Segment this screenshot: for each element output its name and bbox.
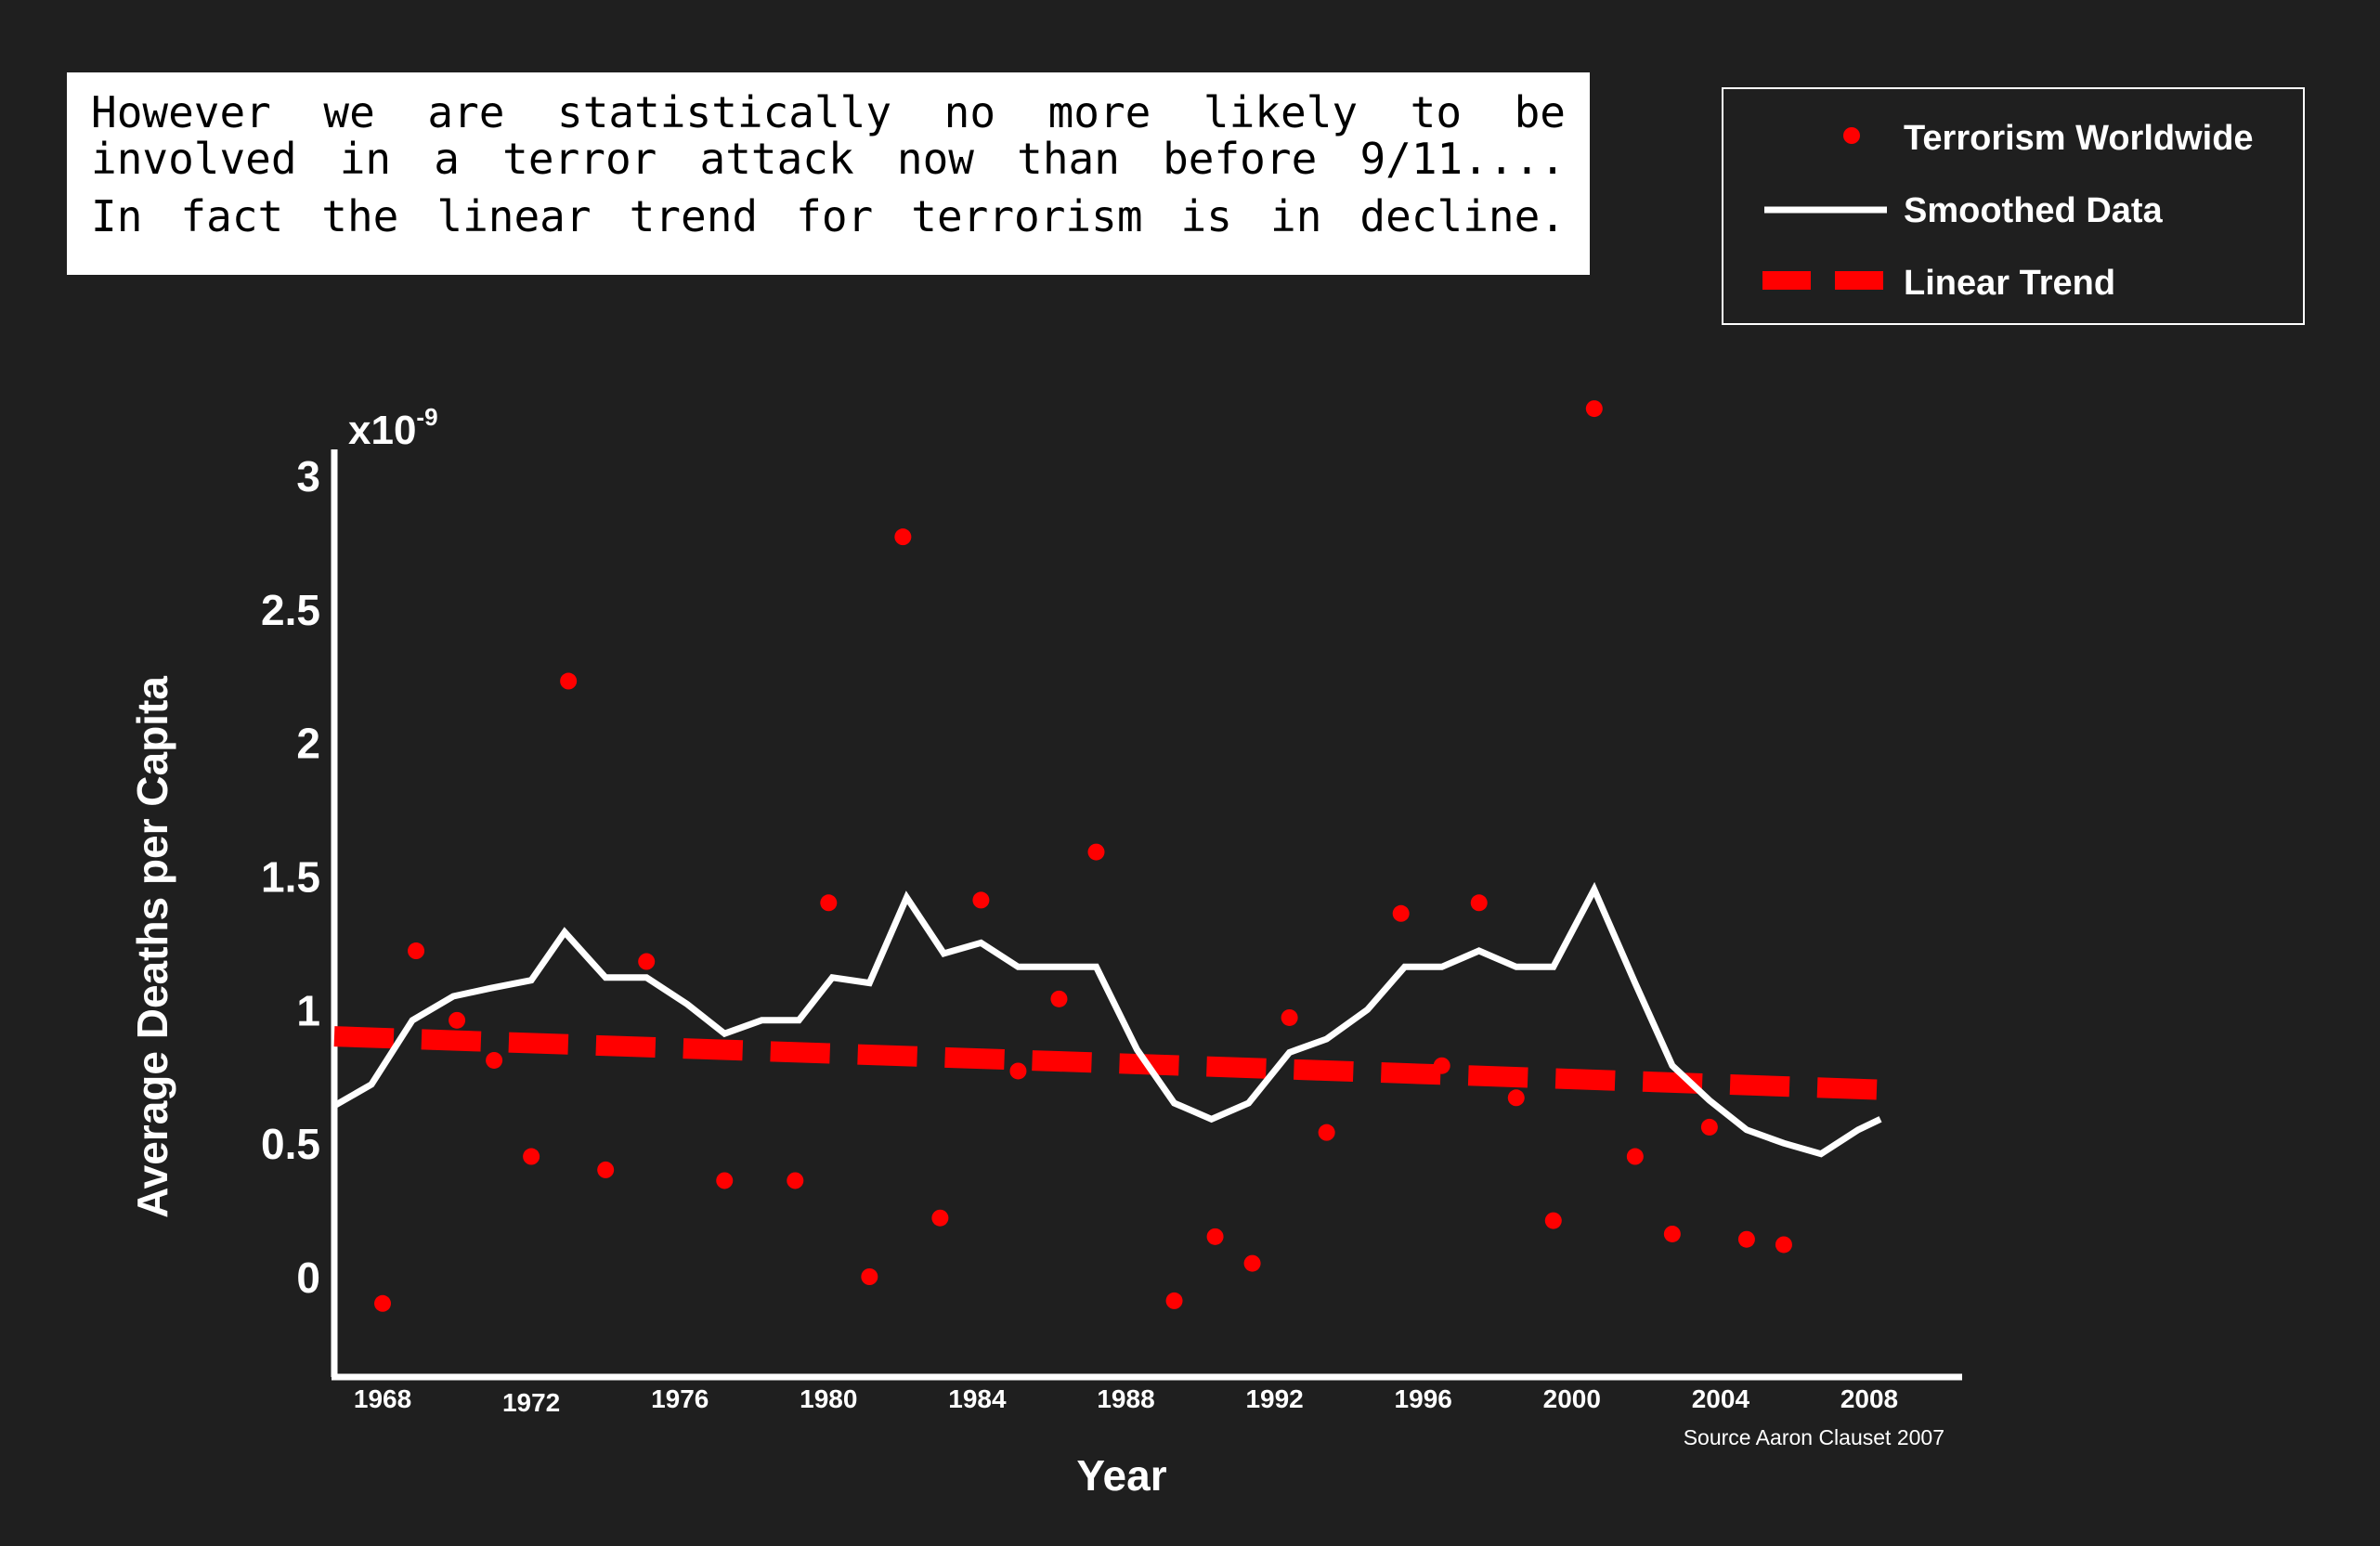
legend-item-terrorism-worldwide: Terrorism Worldwide (1723, 108, 2303, 163)
data-point (894, 528, 912, 546)
data-point (1470, 894, 1488, 912)
data-point (1281, 1008, 1298, 1026)
headline-line-2: involved in a terror attack now than bef… (91, 134, 1566, 184)
headline-banner: However we are statistically no more lik… (67, 72, 1590, 275)
data-point (449, 1011, 466, 1029)
x-tick-label: 1992 (1245, 1384, 1303, 1413)
data-point (1243, 1254, 1261, 1272)
source-credit: Source Aaron Clauset 2007 (1684, 1425, 1944, 1449)
data-point (1626, 1148, 1644, 1165)
x-tick-label: 2004 (1692, 1384, 1750, 1413)
chart-legend: Terrorism Worldwide Smoothed Data Linear… (1722, 87, 2305, 325)
data-point (861, 1268, 878, 1285)
data-point (1433, 1057, 1450, 1074)
x-tick-label: 1996 (1395, 1384, 1452, 1413)
legend-label-smoothed-data: Smoothed Data (1904, 191, 2163, 230)
data-point (1087, 843, 1105, 861)
legend-item-smoothed-data: Smoothed Data (1723, 180, 2303, 236)
y-tick-label: 1 (296, 986, 320, 1034)
terrorism-worldwide-series (374, 400, 1792, 1312)
legend-dot-marker (1843, 127, 1860, 144)
legend-dashed-marker (1762, 271, 1887, 290)
y-tick-labels: 0 0.5 1 1.5 2 2.5 3 (261, 452, 320, 1302)
data-point (1737, 1230, 1755, 1248)
linear-trend-series (333, 1026, 1881, 1100)
legend-line-marker (1764, 206, 1887, 214)
y-tick-label: 0 (296, 1254, 320, 1302)
y-tick-label: 0.5 (261, 1120, 320, 1168)
data-point (523, 1148, 540, 1165)
y-tick-label: 2.5 (261, 586, 320, 634)
data-point (1663, 1225, 1681, 1242)
data-point (486, 1051, 503, 1069)
x-tick-label: 1988 (1097, 1384, 1154, 1413)
data-point (560, 672, 578, 690)
legend-label-terrorism-worldwide: Terrorism Worldwide (1904, 119, 2254, 158)
data-point (1206, 1228, 1224, 1245)
x-tick-label: 1980 (800, 1384, 857, 1413)
x-tick-label: 2008 (1840, 1384, 1898, 1413)
data-point (1392, 904, 1410, 922)
y-multiplier-base: x10 (348, 408, 416, 453)
smoothed-data-line (332, 881, 1882, 1158)
y-tick-label: 2 (296, 720, 320, 768)
data-point (716, 1172, 734, 1189)
headline-line-3: In fact the linear trend for terrorism i… (91, 191, 1566, 241)
data-point (1009, 1062, 1027, 1080)
data-point (787, 1172, 804, 1189)
headline-line-1: However we are statistically no more lik… (91, 87, 1566, 137)
data-point (638, 953, 656, 970)
data-point (1544, 1212, 1562, 1229)
y-tick-label: 1.5 (261, 853, 320, 902)
data-point (972, 891, 990, 909)
legend-label-linear-trend: Linear Trend (1904, 264, 2116, 303)
x-tick-label: 1968 (354, 1384, 411, 1413)
data-point (1507, 1089, 1525, 1107)
data-point (408, 942, 425, 960)
smoothed-data-series (332, 881, 1882, 1158)
y-multiplier-exponent: -9 (416, 403, 437, 431)
x-axis-title: Year (1076, 1451, 1166, 1500)
legend-item-linear-trend: Linear Trend (1723, 253, 2303, 308)
x-tick-label: 1984 (948, 1384, 1007, 1413)
linear-trend-line (333, 1026, 1881, 1100)
x-tick-labels: 1968 1972 1976 1980 1984 1988 1992 1996 2000 2004… (354, 1384, 1898, 1417)
y-axis-title: Average Deaths per Capita (128, 676, 176, 1218)
data-point (1318, 1124, 1335, 1141)
data-point (597, 1161, 615, 1178)
chart-axes (331, 449, 1962, 1381)
y-tick-label: 3 (296, 452, 320, 500)
x-tick-label: 1976 (651, 1384, 709, 1413)
data-point (1165, 1292, 1183, 1309)
x-tick-label: 2000 (1543, 1384, 1601, 1413)
data-point (1585, 400, 1603, 418)
data-point (820, 894, 838, 912)
data-point (1775, 1236, 1792, 1254)
x-tick-label: 1972 (502, 1388, 560, 1417)
data-point (1050, 990, 1068, 1007)
data-point (931, 1209, 949, 1227)
y-multiplier-label: x10-9 (348, 403, 438, 453)
data-point (1700, 1118, 1718, 1136)
data-point (374, 1294, 392, 1312)
